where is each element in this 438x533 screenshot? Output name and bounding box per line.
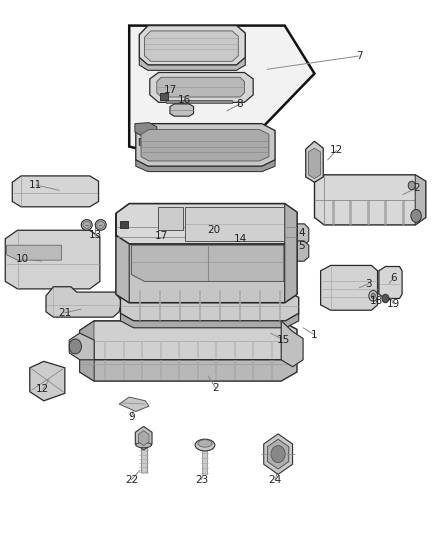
Polygon shape (150, 72, 253, 102)
Text: 4: 4 (298, 228, 305, 238)
Text: 10: 10 (15, 254, 28, 263)
Text: 5: 5 (298, 241, 305, 251)
Polygon shape (157, 77, 244, 97)
Polygon shape (145, 31, 238, 61)
Polygon shape (120, 290, 299, 321)
Text: 22: 22 (125, 475, 138, 484)
Text: 3: 3 (365, 279, 372, 288)
Polygon shape (379, 266, 402, 298)
Ellipse shape (97, 222, 105, 229)
Text: 11: 11 (29, 180, 42, 190)
Text: 15: 15 (277, 335, 290, 345)
Polygon shape (116, 213, 129, 303)
Text: 18: 18 (370, 296, 383, 306)
Polygon shape (415, 175, 426, 225)
Bar (160, 93, 168, 100)
Polygon shape (129, 26, 314, 168)
Ellipse shape (195, 439, 215, 451)
Ellipse shape (83, 222, 91, 229)
Ellipse shape (95, 220, 106, 230)
Circle shape (382, 294, 389, 303)
Polygon shape (288, 224, 309, 245)
Polygon shape (46, 287, 122, 317)
Polygon shape (158, 207, 183, 230)
Text: 17: 17 (163, 85, 177, 94)
Polygon shape (7, 245, 61, 260)
Polygon shape (185, 207, 284, 241)
Polygon shape (139, 138, 155, 148)
Text: 14: 14 (233, 234, 247, 244)
Polygon shape (80, 321, 94, 381)
Polygon shape (321, 265, 378, 310)
Polygon shape (308, 148, 321, 179)
Polygon shape (289, 241, 309, 261)
Text: 13: 13 (89, 230, 102, 239)
Polygon shape (116, 236, 297, 303)
Text: 16: 16 (178, 95, 191, 105)
Polygon shape (80, 321, 297, 360)
Polygon shape (116, 204, 297, 244)
Polygon shape (135, 123, 157, 136)
Polygon shape (69, 333, 94, 360)
Polygon shape (136, 160, 275, 172)
Circle shape (271, 446, 285, 463)
Text: 24: 24 (268, 475, 282, 484)
Text: 23: 23 (195, 475, 208, 484)
Circle shape (411, 209, 421, 222)
Polygon shape (166, 100, 232, 103)
Ellipse shape (198, 440, 212, 447)
Ellipse shape (81, 220, 92, 230)
Circle shape (408, 181, 415, 190)
Text: 2: 2 (413, 183, 420, 192)
Polygon shape (314, 175, 426, 225)
Bar (120, 221, 128, 228)
Circle shape (369, 290, 378, 301)
Ellipse shape (136, 442, 152, 448)
Circle shape (69, 339, 81, 354)
Text: 17: 17 (155, 231, 168, 240)
Polygon shape (5, 230, 100, 289)
Polygon shape (30, 361, 65, 401)
Text: 12: 12 (330, 146, 343, 155)
Text: 8: 8 (237, 99, 244, 109)
Text: 9: 9 (128, 412, 135, 422)
Text: 19: 19 (387, 299, 400, 309)
Polygon shape (131, 245, 284, 281)
Text: 6: 6 (390, 273, 397, 283)
Polygon shape (306, 141, 323, 182)
Polygon shape (170, 104, 194, 116)
Text: 12: 12 (36, 384, 49, 394)
Text: 2: 2 (212, 383, 219, 393)
Polygon shape (141, 130, 269, 161)
Polygon shape (119, 397, 149, 411)
Polygon shape (285, 204, 297, 303)
Polygon shape (136, 124, 275, 166)
Polygon shape (12, 176, 99, 207)
Polygon shape (281, 321, 303, 367)
Circle shape (371, 293, 375, 298)
Text: 21: 21 (58, 308, 71, 318)
Polygon shape (139, 58, 245, 70)
Polygon shape (120, 313, 299, 328)
Polygon shape (139, 26, 245, 65)
Text: 7: 7 (356, 51, 363, 61)
Polygon shape (80, 351, 297, 381)
Text: 20: 20 (207, 225, 220, 235)
Text: 1: 1 (311, 330, 318, 340)
